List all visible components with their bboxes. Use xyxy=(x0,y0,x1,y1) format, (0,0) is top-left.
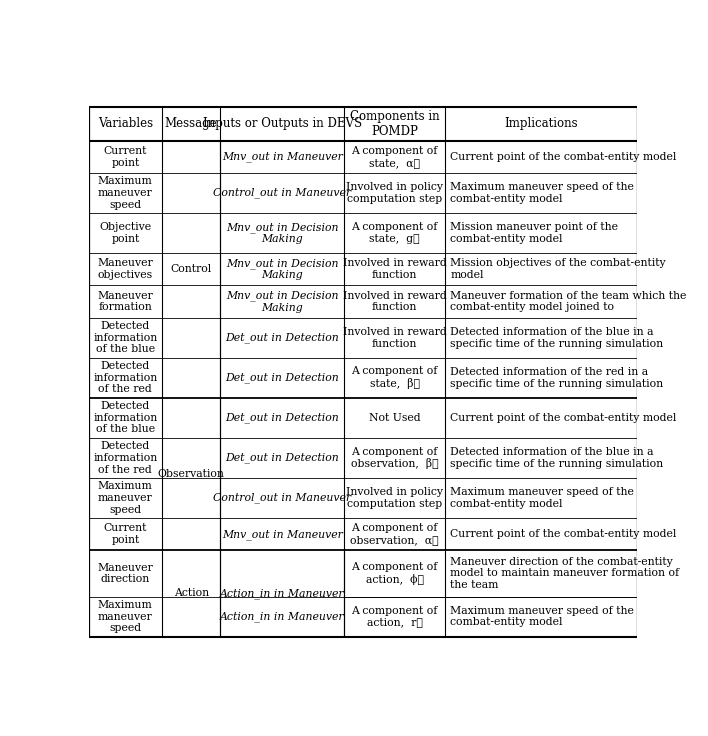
Text: Maximum maneuver speed of the
combat-entity model: Maximum maneuver speed of the combat-ent… xyxy=(450,487,634,509)
Text: Maneuver formation of the team which the
combat-entity model joined to: Maneuver formation of the team which the… xyxy=(450,291,687,312)
Text: Maximum maneuver speed of the
combat-entity model: Maximum maneuver speed of the combat-ent… xyxy=(450,183,634,204)
Text: Control_out in Maneuver: Control_out in Maneuver xyxy=(213,492,351,503)
Text: Mission objectives of the combat-entity
model: Mission objectives of the combat-entity … xyxy=(450,258,666,280)
Text: Implications: Implications xyxy=(504,117,578,130)
Text: Detected information of the red in a
specific time of the running simulation: Detected information of the red in a spe… xyxy=(450,367,663,389)
Text: Mnv_out in Maneuver: Mnv_out in Maneuver xyxy=(222,152,343,162)
Text: Detected
information
of the blue: Detected information of the blue xyxy=(93,401,157,434)
Text: A component of
state,  β⃗: A component of state, β⃗ xyxy=(351,367,438,389)
Text: Current point of the combat-entity model: Current point of the combat-entity model xyxy=(450,152,677,162)
Text: A component of
state,  g⃗: A component of state, g⃗ xyxy=(351,222,438,244)
Text: Involved in policy
computation step: Involved in policy computation step xyxy=(346,487,443,509)
Text: Action: Action xyxy=(173,589,209,598)
Text: Involved in reward
function: Involved in reward function xyxy=(343,291,447,312)
Text: Control: Control xyxy=(171,264,212,275)
Text: Det_out in Detection: Det_out in Detection xyxy=(225,333,339,343)
Text: Action_in in Maneuver: Action_in in Maneuver xyxy=(220,588,345,599)
Text: A component of
observation,  α⃗: A component of observation, α⃗ xyxy=(350,523,439,545)
Text: Involved in reward
function: Involved in reward function xyxy=(343,258,447,280)
Text: Current point of the combat-entity model: Current point of the combat-entity model xyxy=(450,413,677,423)
Text: Det_out in Detection: Det_out in Detection xyxy=(225,412,339,423)
Text: Mission maneuver point of the
combat-entity model: Mission maneuver point of the combat-ent… xyxy=(450,222,618,244)
Text: Message: Message xyxy=(165,117,217,130)
Text: Objective
point: Objective point xyxy=(99,222,152,244)
Text: Not Used: Not Used xyxy=(369,413,421,423)
Text: Mnv_out in Decision
Making: Mnv_out in Decision Making xyxy=(226,222,338,244)
Text: Current
point: Current point xyxy=(103,146,147,168)
Text: Detected information of the blue in a
specific time of the running simulation: Detected information of the blue in a sp… xyxy=(450,327,663,349)
Text: Maximum maneuver speed of the
combat-entity model: Maximum maneuver speed of the combat-ent… xyxy=(450,606,634,627)
Text: Control_out in Maneuver: Control_out in Maneuver xyxy=(213,188,351,199)
Text: Maximum
maneuver
speed: Maximum maneuver speed xyxy=(98,481,153,514)
Text: Current
point: Current point xyxy=(103,523,147,545)
Text: Maneuver
direction: Maneuver direction xyxy=(98,562,153,584)
Text: Maneuver
objectives: Maneuver objectives xyxy=(98,258,153,280)
Text: Current point of the combat-entity model: Current point of the combat-entity model xyxy=(450,529,677,539)
Text: Maneuver direction of the combat-entity
model to maintain maneuver formation of
: Maneuver direction of the combat-entity … xyxy=(450,557,680,590)
Text: A component of
state,  α⃗: A component of state, α⃗ xyxy=(351,146,438,168)
Text: Involved in policy
computation step: Involved in policy computation step xyxy=(346,183,443,204)
Text: Mnv_out in Maneuver: Mnv_out in Maneuver xyxy=(222,528,343,539)
Text: Mnv_out in Decision
Making: Mnv_out in Decision Making xyxy=(226,291,338,313)
Text: Observation: Observation xyxy=(158,469,224,479)
Text: Detected
information
of the red: Detected information of the red xyxy=(93,442,157,475)
Text: Maximum
maneuver
speed: Maximum maneuver speed xyxy=(98,177,153,210)
Text: Detected information of the blue in a
specific time of the running simulation: Detected information of the blue in a sp… xyxy=(450,447,663,469)
Text: Mnv_out in Decision
Making: Mnv_out in Decision Making xyxy=(226,258,338,280)
Text: Variables: Variables xyxy=(98,117,153,130)
Text: A component of
observation,  β⃗: A component of observation, β⃗ xyxy=(350,447,438,470)
Text: Det_out in Detection: Det_out in Detection xyxy=(225,453,339,463)
Text: Maneuver
formation: Maneuver formation xyxy=(98,291,153,312)
Text: A component of
action,  r⃗: A component of action, r⃗ xyxy=(351,606,438,627)
Text: Action_in in Maneuver: Action_in in Maneuver xyxy=(220,611,345,622)
Text: Detected
information
of the blue: Detected information of the blue xyxy=(93,321,157,355)
Text: A component of
action,  ϕ⃗: A component of action, ϕ⃗ xyxy=(351,562,438,585)
Text: Maximum
maneuver
speed: Maximum maneuver speed xyxy=(98,600,153,633)
Text: Involved in reward
function: Involved in reward function xyxy=(343,327,447,349)
Text: Det_out in Detection: Det_out in Detection xyxy=(225,372,339,383)
Text: Components in
POMDP: Components in POMDP xyxy=(350,110,440,138)
Text: Inputs or Outputs in DEVS: Inputs or Outputs in DEVS xyxy=(202,117,362,130)
Text: Detected
information
of the red: Detected information of the red xyxy=(93,361,157,394)
